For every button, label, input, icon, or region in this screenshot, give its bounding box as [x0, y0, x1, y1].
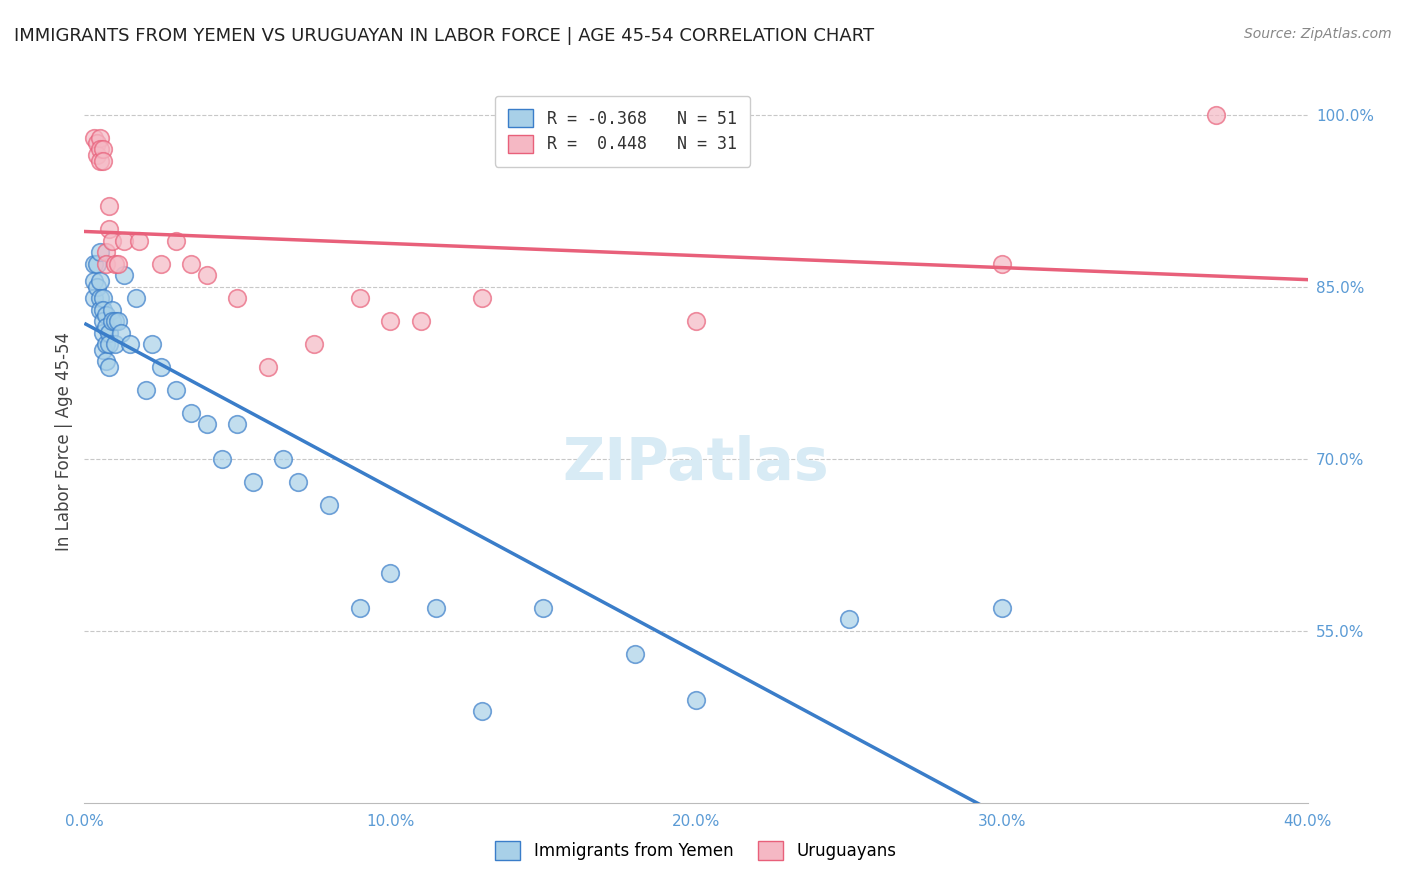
Point: [149, 257, 172, 271]
Point: [471, 704, 494, 718]
Point: [89, 130, 111, 145]
Point: [838, 612, 860, 626]
Point: [86, 279, 108, 293]
Point: [624, 647, 647, 661]
Point: [380, 314, 402, 328]
Point: [425, 600, 447, 615]
Point: [83, 291, 105, 305]
Point: [195, 268, 218, 283]
Point: [101, 314, 124, 328]
Point: [1205, 108, 1227, 122]
Point: [128, 234, 150, 248]
Point: [104, 337, 127, 351]
Point: [991, 257, 1014, 271]
Text: ZIPatlas: ZIPatlas: [562, 434, 830, 491]
Point: [97, 326, 120, 340]
Point: [125, 291, 148, 305]
Point: [685, 692, 707, 706]
Point: [180, 257, 202, 271]
Point: [318, 498, 340, 512]
Point: [86, 148, 108, 162]
Point: [380, 566, 402, 581]
Point: [83, 257, 105, 271]
Point: [141, 337, 163, 351]
Point: [101, 302, 124, 317]
Point: [257, 359, 280, 374]
Point: [531, 600, 554, 615]
Point: [107, 314, 129, 328]
Point: [195, 417, 218, 432]
Text: Source: ZipAtlas.com: Source: ZipAtlas.com: [1244, 27, 1392, 41]
Text: IMMIGRANTS FROM YEMEN VS URUGUAYAN IN LABOR FORCE | AGE 45-54 CORRELATION CHART: IMMIGRANTS FROM YEMEN VS URUGUAYAN IN LA…: [14, 27, 875, 45]
Point: [211, 451, 233, 466]
Point: [149, 359, 172, 374]
Point: [112, 234, 135, 248]
Point: [89, 274, 111, 288]
Point: [165, 234, 187, 248]
Point: [242, 475, 264, 489]
Point: [349, 291, 371, 305]
Point: [83, 274, 105, 288]
Point: [91, 326, 114, 340]
Point: [302, 337, 325, 351]
Point: [91, 142, 114, 156]
Point: [91, 291, 114, 305]
Point: [86, 257, 108, 271]
Point: [104, 314, 127, 328]
Point: [101, 234, 124, 248]
Point: [226, 417, 249, 432]
Point: [349, 600, 371, 615]
Legend: Immigrants from Yemen, Uruguayans: Immigrants from Yemen, Uruguayans: [489, 835, 903, 867]
Y-axis label: In Labor Force | Age 45-54: In Labor Force | Age 45-54: [55, 332, 73, 551]
Point: [86, 136, 108, 151]
Point: [471, 291, 494, 305]
Point: [89, 245, 111, 260]
Point: [180, 406, 202, 420]
Point: [120, 337, 142, 351]
Point: [97, 222, 120, 236]
Point: [991, 600, 1014, 615]
Point: [91, 314, 114, 328]
Point: [91, 302, 114, 317]
Point: [287, 475, 309, 489]
Point: [94, 245, 117, 260]
Point: [94, 354, 117, 368]
Point: [94, 337, 117, 351]
Point: [409, 314, 432, 328]
Point: [89, 142, 111, 156]
Point: [97, 359, 120, 374]
Point: [107, 257, 129, 271]
Point: [97, 199, 120, 213]
Point: [226, 291, 249, 305]
Point: [91, 153, 114, 168]
Point: [94, 309, 117, 323]
Point: [91, 343, 114, 357]
Point: [97, 337, 120, 351]
Point: [271, 451, 294, 466]
Point: [165, 383, 187, 397]
Point: [94, 257, 117, 271]
Point: [94, 319, 117, 334]
Point: [83, 130, 105, 145]
Point: [135, 383, 157, 397]
Point: [89, 302, 111, 317]
Point: [89, 291, 111, 305]
Point: [112, 268, 135, 283]
Point: [110, 326, 132, 340]
Point: [685, 314, 707, 328]
Point: [89, 153, 111, 168]
Point: [104, 257, 127, 271]
